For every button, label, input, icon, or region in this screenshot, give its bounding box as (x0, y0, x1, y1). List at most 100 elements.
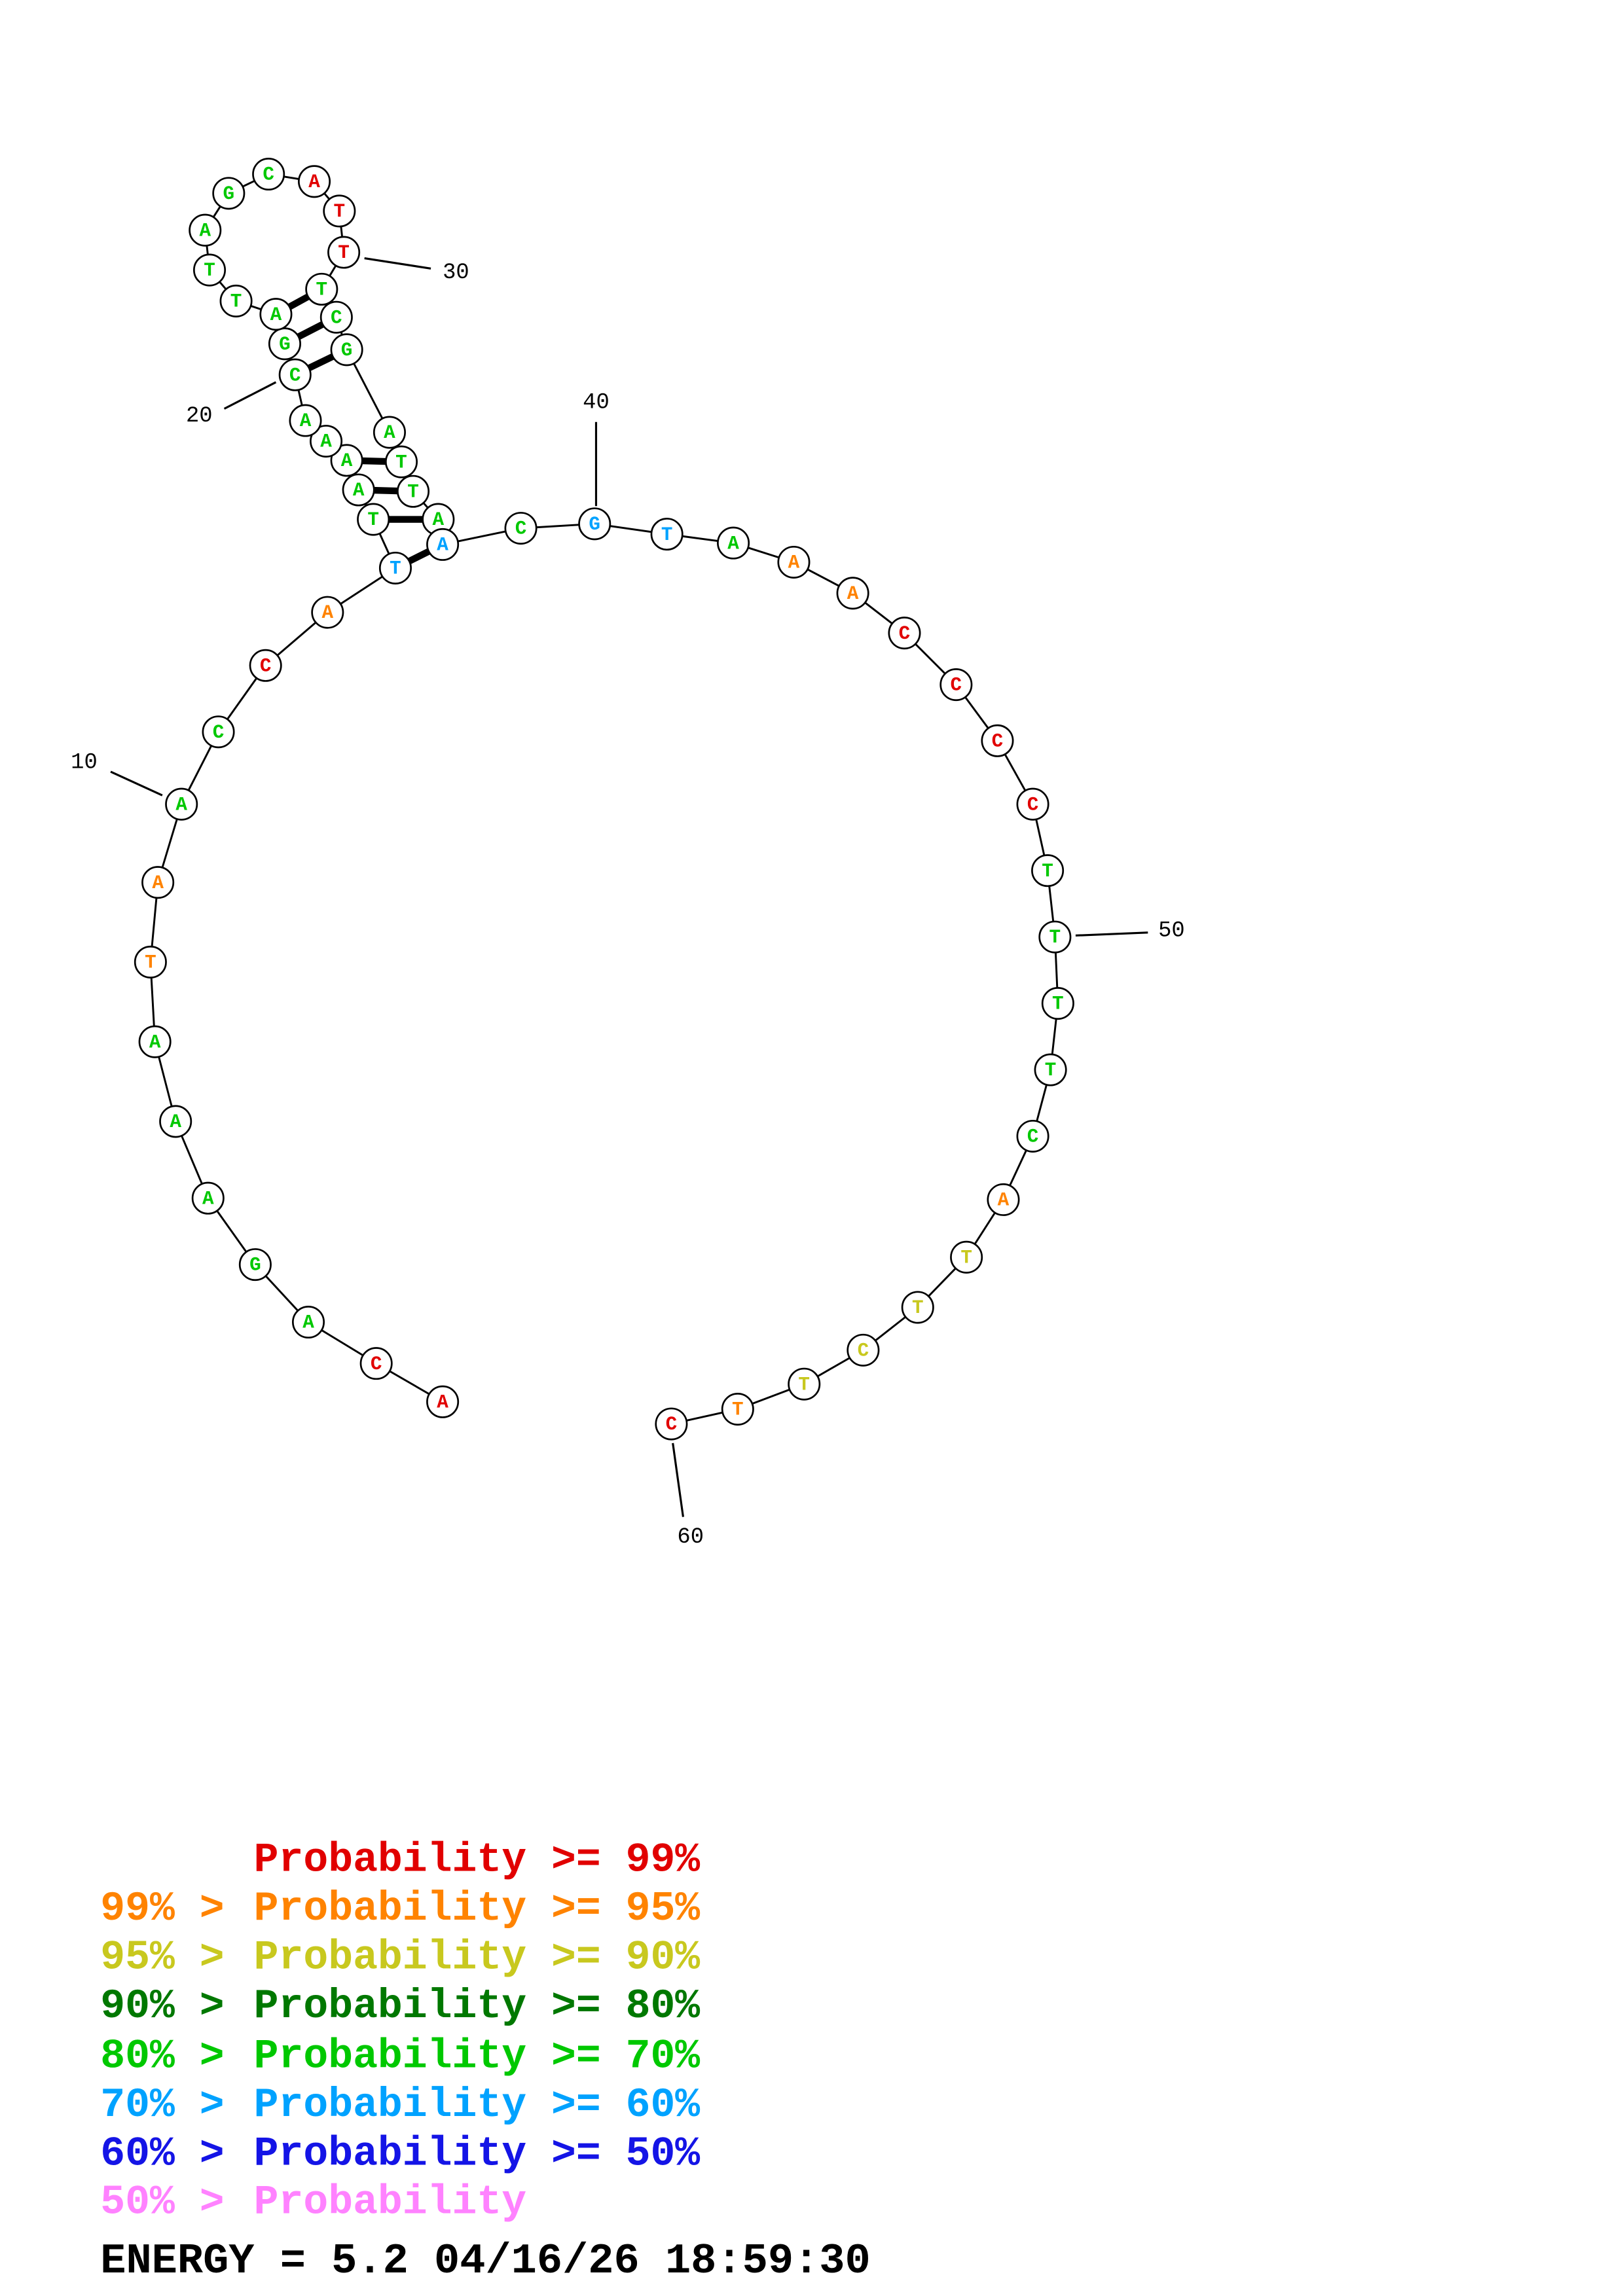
base-letter-35-T: T (395, 452, 407, 473)
base-circle-28 (298, 165, 331, 198)
base-letter-14-T: T (390, 558, 401, 580)
legend-prefix-8: 50% > (100, 2179, 224, 2226)
base-circle-57 (847, 1333, 880, 1367)
base-circle-29 (323, 194, 356, 228)
base-letter-24-T: T (204, 260, 215, 281)
base-letter-2-C: C (371, 1354, 382, 1375)
base-letter-25-A: A (199, 220, 211, 242)
base-circle-6 (159, 1105, 192, 1138)
base-circle-36 (397, 475, 430, 508)
legend-prefix-2: 99% > (100, 1885, 224, 1932)
base-letter-31-T: T (316, 279, 327, 301)
base-circle-47 (981, 724, 1014, 757)
base-letter-32-C: C (331, 307, 342, 329)
probability-legend: Probability >= 99% 99% > Probability >= … (100, 1837, 700, 2226)
tick-label-60: 60 (677, 1525, 704, 1550)
base-circle-26 (212, 177, 246, 210)
base-circle-31 (305, 272, 338, 306)
legend-text-1: Probability >= 99% (254, 1837, 701, 1884)
base-circle-10 (165, 787, 198, 821)
base-circle-27 (252, 158, 285, 191)
base-letter-43-A: A (788, 552, 800, 574)
legend-text-7: Probability >= 50% (254, 2130, 701, 2177)
base-circle-35 (384, 445, 418, 478)
base-letter-22-A: A (270, 304, 282, 326)
base-circle-9 (141, 866, 175, 899)
base-letter-15-T: T (367, 509, 379, 531)
base-letter-12-C: C (260, 655, 272, 677)
base-circle-19 (289, 404, 322, 437)
base-letter-20-C: C (289, 365, 301, 386)
base-circle-49 (1031, 854, 1065, 888)
base-letter-17-A: A (341, 450, 353, 472)
base-circle-33 (330, 333, 363, 367)
base-letter-41-T: T (661, 524, 673, 546)
base-letter-19-A: A (300, 410, 312, 432)
base-circle-53 (1016, 1119, 1049, 1153)
base-letter-1-A: A (437, 1391, 448, 1413)
base-letter-58-T: T (798, 1374, 810, 1395)
tick-leader-10 (110, 770, 163, 797)
base-circle-5 (191, 1181, 225, 1215)
base-circle-48 (1016, 787, 1049, 821)
base-letter-3-A: A (302, 1312, 314, 1334)
base-letter-6-A: A (170, 1111, 181, 1133)
base-letter-7-A: A (149, 1031, 161, 1053)
base-circle-50 (1038, 920, 1072, 954)
position-ticks: 10 20 30 40 50 60 (71, 257, 1185, 1550)
legend-text-3: Probability >= 90% (254, 1933, 701, 1981)
base-circle-23 (219, 284, 253, 317)
base-letter-53-C: C (1027, 1126, 1039, 1148)
base-letter-42-A: A (727, 533, 739, 554)
base-circle-45 (888, 617, 921, 650)
base-circle-55 (950, 1240, 983, 1274)
base-letter-54-A: A (998, 1190, 1010, 1211)
base-circle-15 (357, 503, 390, 536)
base-circle-18 (310, 425, 343, 458)
tick-leader-20 (223, 381, 277, 410)
legend-prefix-6: 70% > (100, 2081, 224, 2128)
base-letter-4-G: G (249, 1255, 261, 1276)
base-letter-39-C: C (515, 518, 527, 540)
tick-label-50: 50 (1158, 919, 1185, 944)
base-letter-8-T: T (145, 952, 156, 974)
base-letter-51-T: T (1052, 994, 1064, 1015)
tick-leader-50 (1075, 931, 1148, 937)
base-letter-60-C: C (666, 1414, 678, 1435)
base-letter-30-T: T (338, 242, 350, 264)
base-letter-48-C: C (1027, 794, 1039, 816)
base-circle-14 (378, 551, 412, 585)
base-letter-52-T: T (1045, 1060, 1057, 1081)
legend-text-5: Probability >= 70% (254, 2033, 701, 2080)
tick-leader-30 (364, 257, 431, 270)
base-circle-16 (342, 473, 375, 507)
base-letter-38-A: A (437, 535, 448, 556)
base-circle-42 (717, 526, 750, 560)
base-letter-50-T: T (1049, 927, 1061, 948)
base-letter-29-T: T (334, 201, 346, 223)
legend-prefix-4: 90% > (100, 1982, 224, 2030)
base-letter-10-A: A (175, 794, 187, 816)
base-letter-18-A: A (320, 431, 332, 453)
base-letter-57-C: C (858, 1340, 869, 1361)
base-circle-22 (259, 298, 293, 331)
base-letter-21-G: G (279, 334, 291, 355)
base-circle-40 (578, 507, 611, 541)
base-circle-52 (1034, 1053, 1067, 1086)
base-letter-28-A: A (308, 171, 320, 193)
base-letter-16-A: A (353, 480, 365, 501)
base-letter-33-G: G (341, 340, 353, 361)
base-letter-13-A: A (322, 602, 334, 624)
base-circle-54 (987, 1183, 1020, 1216)
legend-text-4: Probability >= 80% (254, 1982, 701, 2030)
legend-prefix-3: 95% > (100, 1933, 224, 1981)
base-letter-44-A: A (847, 583, 859, 605)
base-letter-9-A: A (152, 872, 164, 894)
base-circle-46 (939, 668, 973, 702)
base-circle-2 (359, 1347, 393, 1380)
base-letter-5-A: A (202, 1188, 214, 1210)
base-circle-39 (504, 512, 538, 545)
base-circle-4 (238, 1248, 272, 1282)
